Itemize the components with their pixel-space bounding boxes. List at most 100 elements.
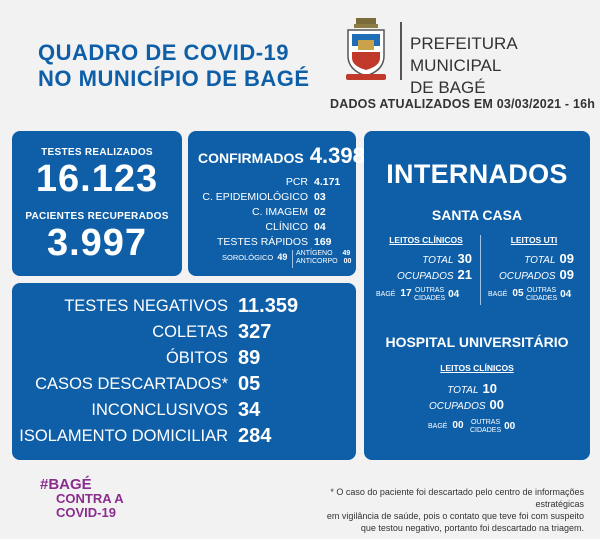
sc-uti-ocupados-value: 09 [559, 267, 574, 282]
epi-value: 03 [314, 191, 326, 203]
obitos-row: ÓBITOS 89 [12, 347, 352, 370]
hu-title: HOSPITAL UNIVERSITÁRIO [385, 334, 569, 350]
descartados-row: CASOS DESCARTADOS* 05 [12, 373, 352, 396]
page-title: QUADRO DE COVID-19 NO MUNICÍPIO DE BAGÉ [38, 40, 338, 92]
descartados-value: 05 [238, 373, 261, 395]
negativos-row: TESTES NEGATIVOS 11.359 [12, 295, 352, 318]
coletas-label: COLETAS [152, 323, 228, 341]
isolamento-row: ISOLAMENTO DOMICILIAR 284 [12, 425, 352, 448]
hu-total-row: TOTAL 10 [364, 381, 497, 396]
obitos-value: 89 [238, 347, 261, 369]
confirmed-header: CONFIRMADOS 4.398 [198, 143, 365, 169]
hu-outras-label-1: OUTRAS [470, 419, 501, 426]
sorologico-value: 49 [277, 252, 288, 262]
footnote-line-1: * O caso do paciente foi descartado pelo… [330, 487, 584, 509]
sc-uti-total-row: TOTAL 09 [484, 251, 574, 266]
sc-clin-outras-row: OUTRAS CIDADES 04 [414, 287, 459, 303]
sc-clin-total-row: TOTAL 30 [370, 251, 472, 266]
rapid-row: TESTES RÁPIDOS 169 [217, 236, 346, 248]
hu-outras-label-2: CIDADES [470, 427, 502, 434]
title-line-2: NO MUNICÍPIO DE BAGÉ [38, 66, 310, 91]
internados-panel: INTERNADOS SANTA CASA LEITOS CLÍNICOS LE… [364, 131, 590, 460]
sorologico-divider [292, 250, 293, 268]
sc-clin-outras-label-2: CIDADES [414, 295, 446, 302]
antigeno-label: ANTÍGENO [296, 250, 333, 257]
campaign-line-2: CONTRA A [56, 491, 124, 506]
sc-clin-total-label: TOTAL [422, 255, 454, 266]
antigeno-value: 49 [342, 250, 351, 257]
sc-clinicos-label: LEITOS CLÍNICOS [389, 235, 463, 245]
rapid-value: 169 [314, 236, 332, 248]
sc-uti-total-value: 09 [559, 251, 574, 266]
sc-clin-bage-row: BAGÉ 17 [376, 288, 412, 299]
title-line-1: QUADRO DE COVID-19 [38, 40, 290, 65]
hu-outras-value: 00 [504, 421, 516, 432]
sc-clin-bage-value: 17 [400, 288, 412, 299]
negativos-label: TESTES NEGATIVOS [64, 297, 228, 315]
hu-ocupados-label: OCUPADOS [429, 401, 486, 412]
sc-clin-outras-value: 04 [448, 289, 460, 300]
sc-uti-total-label: TOTAL [524, 255, 556, 266]
anticorpo-row: ANTICORPO 00 [296, 258, 351, 266]
tests-label: TESTES REALIZADOS [41, 147, 153, 158]
negativos-value: 11.359 [238, 295, 299, 317]
footnote-line-2: em vigilância de saúde, pois o contato q… [326, 511, 584, 521]
hu-total-label: TOTAL [447, 385, 479, 396]
sc-clin-outras-label-1: OUTRAS [414, 287, 445, 294]
sc-clin-ocupados-row: OCUPADOS 21 [370, 267, 472, 282]
sc-clin-bage-label: BAGÉ [376, 291, 396, 298]
img-label: C. IMAGEM [251, 206, 308, 218]
header-divider [400, 22, 402, 80]
sc-uti-outras-label-1: OUTRAS [526, 287, 557, 294]
hu-ocupados-value: 00 [489, 397, 504, 412]
hu-bage-value: 00 [452, 420, 464, 431]
campaign-line-3: COVID-19 [56, 505, 116, 520]
internados-title: INTERNADOS [386, 159, 568, 189]
coletas-row: COLETAS 327 [12, 321, 352, 344]
tests-value: 16.123 [35, 158, 159, 200]
coletas-value: 327 [238, 321, 272, 343]
sc-divider [480, 235, 481, 305]
prefeitura-line-1: PREFEITURA MUNICIPAL [410, 34, 517, 75]
descartados-label: CASOS DESCARTADOS* [35, 375, 228, 393]
epi-label: C. EPIDEMIOLÓGICO [202, 191, 308, 203]
confirmed-panel: CONFIRMADOS 4.398 PCR 4.171 C. EPIDEMIOLÓ… [188, 131, 365, 276]
sc-uti-bage-label: BAGÉ [488, 291, 508, 298]
prefeitura-line-2: DE BAGÉ [410, 78, 486, 97]
sc-clin-ocupados-label: OCUPADOS [397, 271, 454, 282]
recovered-label: PACIENTES RECUPERADOS [25, 211, 169, 222]
sc-uti-ocupados-row: OCUPADOS 09 [484, 267, 574, 282]
confirmed-label: CONFIRMADOS [198, 150, 304, 166]
tests-panel: TESTES REALIZADOS 16.123 PACIENTES RECUP… [12, 131, 182, 276]
sc-uti-bage-row: BAGÉ 05 [488, 289, 524, 299]
confirmed-value: 4.398 [309, 143, 365, 168]
hu-bage-label: BAGÉ [428, 423, 448, 430]
prefeitura-name: PREFEITURA MUNICIPAL DE BAGÉ [410, 33, 600, 99]
sorologico-row: SOROLÓGICO 49 [222, 253, 287, 262]
campaign-hashtag-logo: #BAGÉ CONTRA A COVID-19 [40, 477, 160, 522]
sorologico-label: SOROLÓGICO [222, 253, 274, 262]
sc-uti-label: LEITOS UTI [510, 235, 558, 245]
santa-casa-title: SANTA CASA [431, 207, 523, 223]
epi-row: C. EPIDEMIOLÓGICO 03 [202, 191, 346, 203]
img-value: 02 [314, 206, 326, 218]
isolamento-value: 284 [238, 425, 272, 447]
inconclusivos-value: 34 [238, 399, 261, 421]
sc-clin-ocupados-value: 21 [457, 267, 472, 282]
clinico-row: CLÍNICO 04 [265, 221, 346, 233]
sc-uti-outras-label-2: CIDADES [526, 295, 558, 302]
isolamento-label: ISOLAMENTO DOMICILIAR [19, 427, 228, 445]
antigeno-row: ANTÍGENO 49 [296, 250, 350, 258]
inconclusivos-row: INCONCLUSIVOS 34 [12, 399, 352, 422]
rapid-label: TESTES RÁPIDOS [216, 236, 308, 248]
hu-total-value: 10 [482, 381, 497, 396]
hu-outras-row: OUTRAS CIDADES 00 [470, 419, 515, 435]
inconclusivos-label: INCONCLUSIVOS [91, 401, 228, 419]
obitos-label: ÓBITOS [165, 349, 228, 367]
hu-ocupados-row: OCUPADOS 00 [364, 397, 504, 412]
sc-clin-total-value: 30 [457, 251, 472, 266]
stats-panel: TESTES NEGATIVOS 11.359 COLETAS 327 ÓBIT… [12, 283, 356, 460]
pcr-row: PCR 4.171 [286, 176, 346, 188]
footnote: * O caso do paciente foi descartado pelo… [290, 486, 584, 534]
sc-uti-outras-value: 04 [560, 289, 572, 300]
